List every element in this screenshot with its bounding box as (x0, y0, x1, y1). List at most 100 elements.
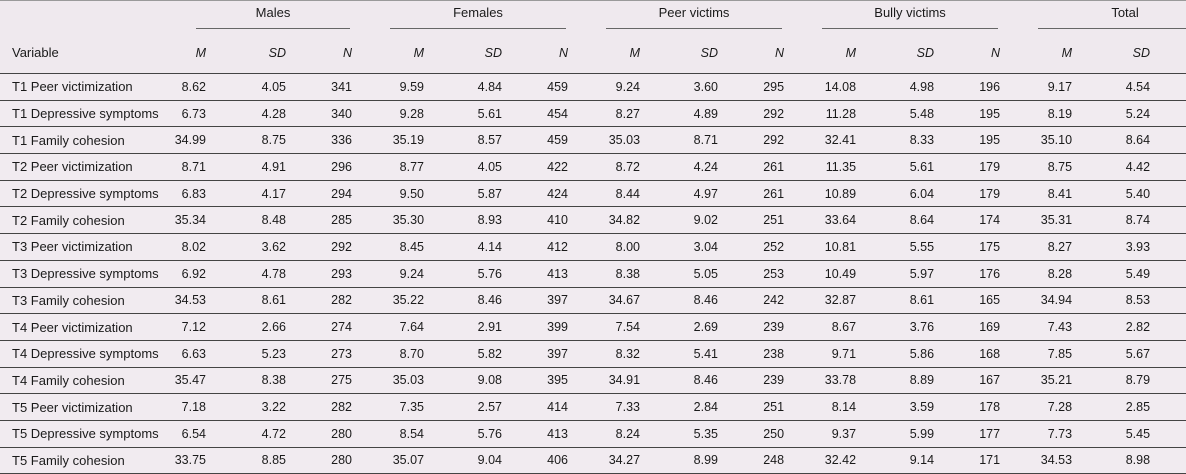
table-cell: 9.59 (364, 73, 437, 101)
table-cell: 35.03 (364, 367, 437, 395)
table-cell: 179 (946, 153, 1013, 181)
table-cell: 261 (730, 180, 797, 208)
table-cell: 5.48 (868, 100, 947, 128)
table-cell: 4.05 (218, 73, 298, 101)
table-cell: 11.35 (796, 153, 869, 181)
table-cell: 35.21 (1012, 367, 1085, 395)
table-cell: 397 (514, 287, 581, 315)
table-cell: 413 (514, 260, 581, 288)
table-cell: 686 (1162, 447, 1186, 474)
table-row: T3 Family cohesion 34.53 8.61 282 35.22 8.46 3… (0, 287, 1186, 315)
variable-label: T3 Depressive symptoms (0, 260, 170, 288)
table-cell: 177 (946, 420, 1013, 448)
table-cell: 336 (298, 126, 365, 155)
variable-label: T1 Peer victimization (0, 73, 170, 101)
table-cell: 251 (730, 393, 797, 421)
table-cell: 35.31 (1012, 206, 1085, 235)
table-cell: 239 (730, 313, 797, 341)
table-cell: 8.64 (1084, 126, 1163, 155)
col-header-sd: SD (1084, 32, 1163, 74)
col-header-m: M (1012, 32, 1085, 74)
table-cell: 8.46 (436, 287, 515, 315)
column-header-row: Variable M SD N M SD N M SD N M SD N M S… (0, 32, 1186, 74)
table-cell: 8.32 (580, 340, 653, 368)
table-cell: 3.22 (218, 393, 298, 421)
table-cell: 3.60 (652, 73, 731, 101)
table-body: T1 Peer victimization 8.62 4.05 341 9.59 4.84… (0, 73, 1186, 474)
table-cell: 9.24 (364, 260, 437, 288)
table-cell: 34.99 (170, 126, 218, 155)
table-cell: 8.54 (364, 420, 437, 448)
table-row: T2 Peer victimization 8.71 4.91 296 8.77 4.05… (0, 153, 1186, 181)
table-row: T4 Family cohesion 35.47 8.38 275 35.03 9.08 3… (0, 367, 1186, 395)
table-cell: 295 (730, 73, 797, 101)
table-cell: 8.41 (1012, 180, 1085, 208)
table-cell: 8.19 (1012, 100, 1085, 128)
table-cell: 34.27 (580, 447, 653, 474)
table-row: T4 Peer victimization 7.12 2.66 274 7.64 2.91… (0, 313, 1186, 341)
table-cell: 9.37 (796, 420, 869, 448)
table-cell: 794 (1162, 100, 1186, 128)
table-cell: 35.07 (364, 447, 437, 474)
group-header-bully-victims: Bully victims (796, 0, 1013, 32)
variable-label: T2 Peer victimization (0, 153, 170, 181)
table-cell: 34.91 (580, 367, 653, 395)
table-cell: 5.23 (218, 340, 298, 368)
table-row: T4 Depressive symptoms 6.63 5.23 273 8.70 5.8… (0, 340, 1186, 368)
table-cell: 4.98 (868, 73, 947, 101)
table-cell: 34.53 (170, 287, 218, 315)
table-cell: 292 (730, 126, 797, 155)
table-cell: 293 (298, 260, 365, 288)
table-cell: 7.43 (1012, 313, 1085, 341)
variable-label: T1 Depressive symptoms (0, 100, 170, 128)
table-cell: 9.08 (436, 367, 515, 395)
table-cell: 10.49 (796, 260, 869, 288)
table-cell: 282 (298, 393, 365, 421)
table-cell: 8.27 (1012, 233, 1085, 261)
table-cell: 414 (514, 393, 581, 421)
table-cell: 195 (946, 126, 1013, 155)
table-cell: 8.71 (652, 126, 731, 155)
table-cell: 8.93 (436, 206, 515, 235)
table-cell: 8.45 (364, 233, 437, 261)
table-cell: 6.04 (868, 180, 947, 208)
table-cell: 6.63 (170, 340, 218, 368)
table-cell: 454 (514, 100, 581, 128)
table-cell: 3.59 (868, 393, 947, 421)
table-cell: 5.87 (436, 180, 515, 208)
table-cell: 8.85 (218, 447, 298, 474)
table-cell: 8.72 (580, 153, 653, 181)
variable-label: T3 Family cohesion (0, 287, 170, 315)
table-cell: 292 (298, 233, 365, 261)
table-cell: 4.14 (436, 233, 515, 261)
table-cell: 176 (946, 260, 1013, 288)
empty-header-cell (0, 0, 170, 32)
table-cell: 695 (1162, 206, 1186, 235)
table-cell: 8.38 (580, 260, 653, 288)
table-cell: 2.69 (652, 313, 731, 341)
table-cell: 397 (514, 340, 581, 368)
table-cell: 706 (1162, 260, 1186, 288)
table-cell: 7.18 (170, 393, 218, 421)
table-cell: 8.70 (364, 340, 437, 368)
col-header-m: M (364, 32, 437, 74)
table-cell: 8.98 (1084, 447, 1163, 474)
table-cell: 679 (1162, 287, 1186, 315)
table-cell: 5.41 (652, 340, 731, 368)
table-cell: 2.57 (436, 393, 515, 421)
table-cell: 406 (514, 447, 581, 474)
table-cell: 32.42 (796, 447, 869, 474)
table-cell: 169 (946, 313, 1013, 341)
table-cell: 4.91 (218, 153, 298, 181)
table-cell: 670 (1162, 340, 1186, 368)
table-cell: 171 (946, 447, 1013, 474)
table-cell: 8.61 (218, 287, 298, 315)
table-row: T3 Depressive symptoms 6.92 4.78 293 9.24 5.7… (0, 260, 1186, 288)
col-header-sd: SD (652, 32, 731, 74)
table-cell: 8.57 (436, 126, 515, 155)
table-cell: 9.02 (652, 206, 731, 235)
table-cell: 8.99 (652, 447, 731, 474)
table-cell: 2.66 (218, 313, 298, 341)
table-cell: 800 (1162, 73, 1186, 101)
table-cell: 6.92 (170, 260, 218, 288)
